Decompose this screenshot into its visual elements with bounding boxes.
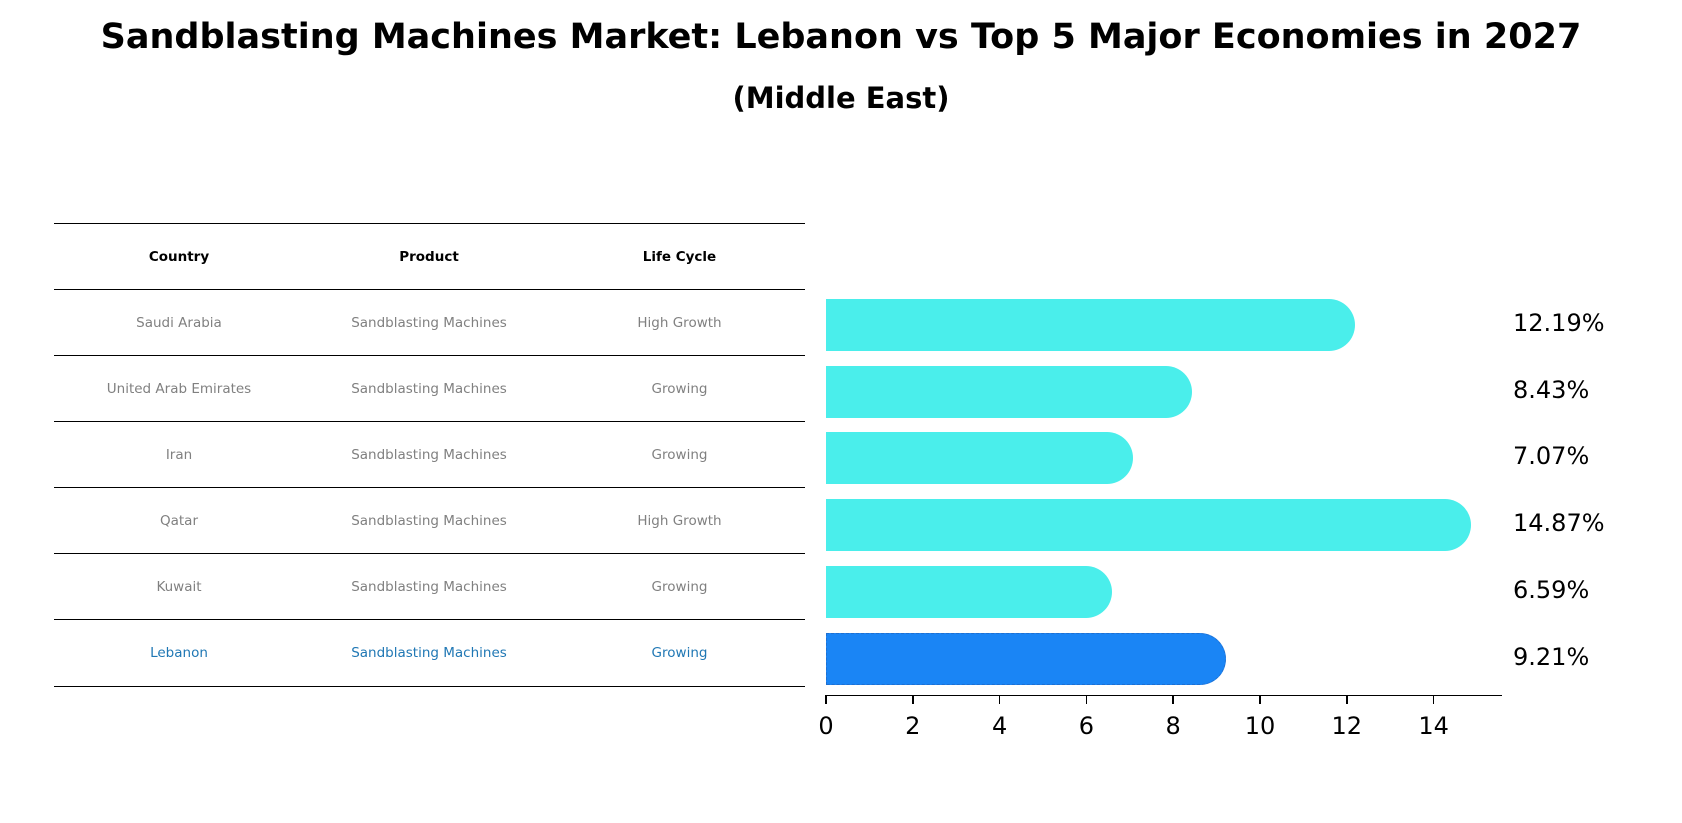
bar	[826, 365, 1192, 418]
header-life-cycle: Life Cycle	[642, 248, 717, 265]
product-cell: Sandblasting Machines	[351, 644, 507, 661]
country-cell: Qatar	[159, 512, 198, 529]
tick-label: 8	[1165, 712, 1181, 740]
country-cell: Lebanon	[150, 644, 208, 661]
country-cell: Kuwait	[156, 578, 202, 595]
life-cycle-cell: Growing	[651, 578, 708, 595]
bar	[826, 499, 1472, 552]
bar	[826, 632, 1226, 685]
life-cycle-cell: Growing	[651, 644, 708, 661]
bar	[826, 299, 1356, 351]
tick-label: 0	[818, 712, 834, 740]
table-row-highlighted: Lebanon Sandblasting Machines Growing	[54, 619, 805, 687]
tick-mark	[1259, 695, 1261, 704]
value-label: 9.21%	[1513, 642, 1590, 671]
country-cell: Iran	[165, 446, 193, 463]
life-cycle-cell: Growing	[651, 446, 708, 463]
table-row: Saudi Arabia Sandblasting Machines High …	[54, 289, 805, 355]
bar-chart: 12.19% 8.43% 7.07% 14.87% 6.59% 9.21%	[826, 290, 1605, 750]
life-cycle-cell: High Growth	[637, 314, 722, 331]
life-cycle-cell: High Growth	[637, 512, 722, 529]
value-label: 7.07%	[1513, 442, 1590, 471]
value-label: 14.87%	[1513, 509, 1605, 538]
x-axis	[826, 695, 1502, 696]
product-cell: Sandblasting Machines	[351, 380, 507, 397]
tick-label: 6	[1078, 712, 1095, 740]
tick-mark	[1085, 695, 1088, 704]
tick-mark	[1432, 695, 1435, 704]
data-table: Country Product Life Cycle Saudi Arabia …	[54, 223, 805, 687]
product-cell: Sandblasting Machines	[351, 578, 507, 595]
tick-mark	[1172, 695, 1174, 704]
table-row: Kuwait Sandblasting Machines Growing	[54, 553, 805, 619]
product-cell: Sandblasting Machines	[351, 512, 507, 529]
value-label: 8.43%	[1513, 375, 1590, 404]
tick-label: 10	[1244, 712, 1276, 740]
header-product: Product	[399, 248, 459, 265]
tick-label: 12	[1331, 712, 1363, 740]
chart-title: Sandblasting Machines Market: Lebanon vs…	[100, 17, 1582, 57]
table-row: United Arab Emirates Sandblasting Machin…	[54, 355, 805, 421]
product-cell: Sandblasting Machines	[351, 446, 507, 463]
product-cell: Sandblasting Machines	[351, 314, 507, 331]
table-header-row: Country Product Life Cycle	[54, 223, 805, 289]
value-label: 6.59%	[1513, 575, 1590, 604]
bar	[826, 565, 1112, 618]
header-country: Country	[148, 248, 210, 265]
tick-mark	[1346, 695, 1348, 704]
tick-mark	[998, 695, 1001, 704]
tick-mark	[912, 695, 914, 704]
chart-subtitle: (Middle East)	[732, 81, 950, 115]
country-cell: Saudi Arabia	[136, 314, 222, 331]
bar	[826, 432, 1133, 485]
value-label: 12.19%	[1513, 309, 1605, 337]
table-row: Iran Sandblasting Machines Growing	[54, 421, 805, 487]
tick-label: 4	[991, 712, 1008, 740]
tick-mark	[825, 695, 827, 704]
country-cell: United Arab Emirates	[106, 380, 252, 397]
tick-label: 14	[1418, 712, 1449, 740]
life-cycle-cell: Growing	[651, 380, 708, 397]
tick-label: 2	[905, 712, 921, 740]
table-row: Qatar Sandblasting Machines High Growth	[54, 487, 805, 553]
